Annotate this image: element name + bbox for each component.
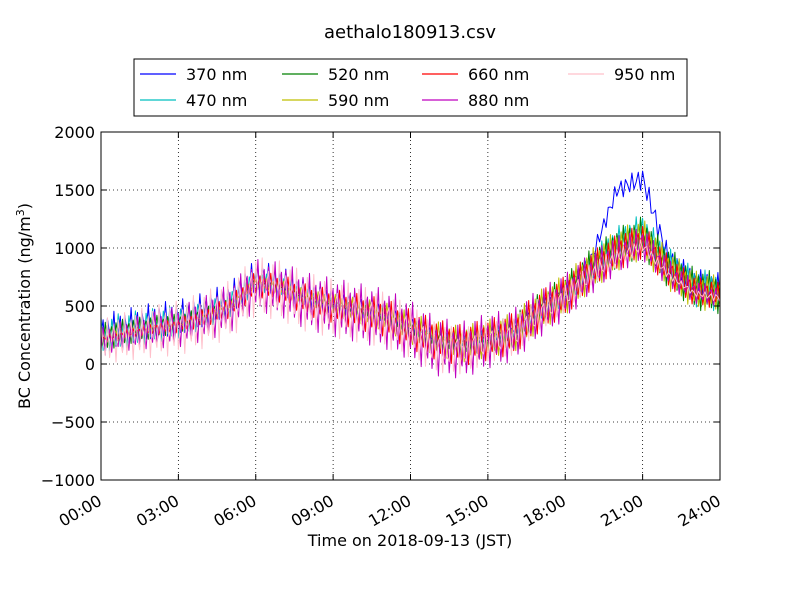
legend: 370 nm 470 nm 520 nm 590 nm 660 nm 880 nm 950 … (133, 58, 688, 117)
series-layer (100, 170, 721, 379)
y-tick-label: 2000 (54, 123, 95, 142)
legend-label: 370 nm (186, 65, 247, 84)
series-line-880-nm (100, 228, 721, 379)
y-tick-label: −500 (51, 413, 95, 432)
legend-label: 520 nm (328, 65, 389, 84)
y-axis-label-superscript: 3 (14, 209, 27, 216)
y-tick-label: 1500 (54, 181, 95, 200)
y-axis-label-end: ) (15, 203, 34, 209)
x-axis-label: Time on 2018-09-13 (JST) (307, 531, 512, 550)
legend-label: 470 nm (186, 91, 247, 110)
y-tick-label: −1000 (41, 471, 95, 490)
y-axis-label: BC Concentration (ng/m3) (14, 203, 34, 409)
chart-title: aethalo180913.csv (324, 22, 496, 43)
y-tick-label: 500 (64, 297, 95, 316)
legend-label: 880 nm (468, 91, 529, 110)
y-tick-label: 1000 (54, 239, 95, 258)
legend-label: 590 nm (328, 91, 389, 110)
legend-label: 660 nm (468, 65, 529, 84)
legend-label: 950 nm (614, 65, 675, 84)
y-axis-label-base: BC Concentration (ng/m (15, 216, 34, 409)
legend-frame (133, 58, 688, 117)
y-tick-label: 0 (85, 355, 95, 374)
plot-frame (100, 131, 721, 481)
series-line-950-nm (100, 239, 721, 375)
